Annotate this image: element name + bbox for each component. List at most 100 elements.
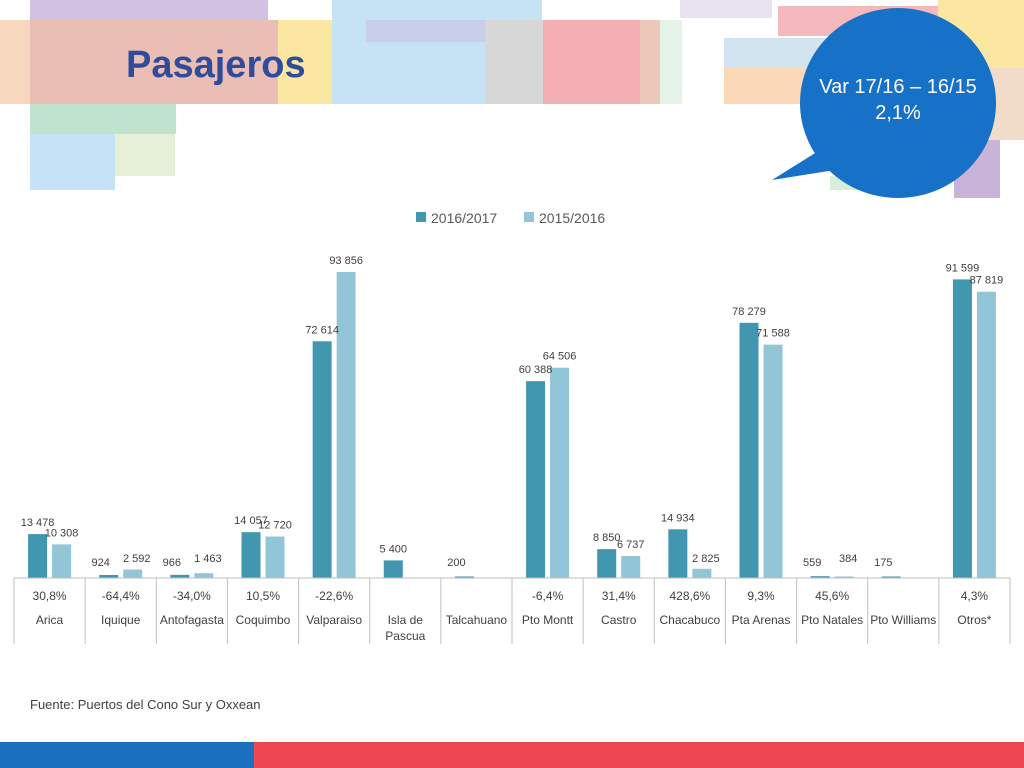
- bar-2015-2016: [976, 291, 996, 578]
- decor-block: [640, 20, 660, 104]
- legend-swatch: [524, 212, 534, 222]
- category-label: Otros*: [957, 613, 991, 627]
- bar-2015-2016: [123, 569, 143, 578]
- callout-text: Var 17/16 – 16/15 2,1%: [800, 74, 996, 126]
- data-label: 13 478: [21, 517, 55, 529]
- bar-2015-2016: [763, 344, 783, 578]
- data-label: 71 588: [756, 328, 790, 340]
- bar-2015-2016: [265, 536, 285, 578]
- decor-block: [485, 20, 543, 104]
- bar-2015-2016: [692, 568, 712, 578]
- chart-data-table: 30,8% Arica -64,4% Iquique -34,0% Antofagasta…: [13, 577, 1011, 644]
- data-label: 924: [92, 557, 110, 569]
- data-label: 64 506: [543, 351, 577, 363]
- data-label: 8 850: [593, 532, 621, 544]
- bar-2016-2017: [454, 576, 474, 578]
- callout-line-2: 2,1%: [875, 102, 921, 124]
- bar-2016-2017: [739, 322, 759, 578]
- bar-2016-2017: [952, 279, 972, 578]
- page-title: Pasajeros: [126, 44, 306, 86]
- bar-2015-2016: [52, 544, 72, 578]
- callout-line-1: Var 17/16 – 16/15: [819, 76, 977, 98]
- data-label: 5 400: [380, 543, 408, 555]
- decor-block: [366, 20, 486, 42]
- data-label: 60 388: [519, 364, 553, 376]
- category-label: Antofagasta: [160, 613, 224, 627]
- bar-2016-2017: [810, 576, 830, 578]
- variation-cell: 31,4%: [602, 589, 636, 603]
- variation-cell: 428,6%: [670, 589, 711, 603]
- category-label: Coquimbo: [236, 613, 291, 627]
- category-label: Pto Natales: [801, 613, 863, 627]
- variation-cell: -22,6%: [315, 589, 353, 603]
- decor-block: [115, 134, 175, 176]
- data-label: 1 463: [194, 553, 222, 565]
- variation-cell: 45,6%: [815, 589, 849, 603]
- decor-block: [543, 20, 640, 104]
- category-label: Pto Williams: [870, 613, 936, 627]
- bar-2015-2016: [194, 573, 214, 578]
- bar-2016-2017: [881, 576, 901, 578]
- variation-cell: 30,8%: [33, 589, 67, 603]
- decor-block: [30, 20, 280, 104]
- variation-cell: 4,3%: [961, 589, 989, 603]
- data-label: 10 308: [45, 527, 79, 539]
- data-label: 72 614: [305, 324, 339, 336]
- bar-2015-2016: [621, 556, 641, 578]
- variation-cell: 9,3%: [747, 589, 775, 603]
- variation-cell: 10,5%: [246, 589, 280, 603]
- category-label: Isla de: [388, 613, 424, 627]
- category-label: Arica: [36, 613, 64, 627]
- bar-2016-2017: [526, 381, 546, 578]
- data-label: 6 737: [617, 539, 645, 551]
- variation-cell: -64,4%: [102, 589, 140, 603]
- bar-2015-2016: [550, 367, 570, 578]
- bar-2015-2016: [834, 576, 854, 578]
- decor-block: [660, 20, 682, 104]
- legend-label: 2015/2016: [539, 210, 605, 226]
- data-label: 91 599: [946, 262, 980, 274]
- bar-2015-2016: [336, 272, 356, 578]
- data-label: 93 856: [329, 255, 363, 267]
- decor-block: [30, 134, 115, 190]
- category-label: Chacabuco: [659, 613, 720, 627]
- chart-bars: [28, 272, 996, 578]
- category-label: Pta Arenas: [732, 613, 791, 627]
- data-label: 200: [447, 557, 465, 569]
- decor-block: [30, 0, 268, 20]
- callout-bubble: [772, 8, 996, 198]
- bar-2016-2017: [597, 549, 617, 578]
- data-label: 78 279: [732, 306, 766, 318]
- bar-2016-2017: [99, 574, 119, 578]
- decor-block: [30, 104, 176, 134]
- decor-block: [278, 20, 334, 104]
- footer-bar-blue: [0, 742, 254, 768]
- bar-2016-2017: [312, 341, 332, 578]
- callout-circle: [800, 8, 996, 198]
- data-label: 2 825: [692, 553, 720, 565]
- data-label: 559: [803, 557, 821, 569]
- bar-2016-2017: [170, 574, 190, 578]
- source-note: Fuente: Puertos del Cono Sur y Oxxean: [30, 697, 261, 712]
- category-label: Pascua: [385, 629, 425, 643]
- data-label: 966: [163, 557, 181, 569]
- data-label: 87 819: [970, 275, 1004, 287]
- bar-2016-2017: [383, 560, 403, 578]
- data-label: 2 592: [123, 553, 151, 565]
- data-label: 175: [874, 557, 892, 569]
- bar-2016-2017: [241, 532, 261, 578]
- data-label: 384: [839, 553, 857, 565]
- category-label: Valparaiso: [306, 613, 362, 627]
- category-label: Castro: [601, 613, 637, 627]
- category-label: Pto Montt: [522, 613, 574, 627]
- decor-block: [680, 0, 772, 18]
- footer-bar-red: [254, 742, 1024, 768]
- bar-2016-2017: [28, 534, 48, 578]
- chart-legend: 2016/2017 2015/2016: [416, 210, 605, 226]
- data-label: 12 720: [258, 520, 292, 532]
- legend-label: 2016/2017: [431, 210, 497, 226]
- data-label: 14 057: [234, 515, 268, 527]
- data-label: 14 934: [661, 512, 695, 524]
